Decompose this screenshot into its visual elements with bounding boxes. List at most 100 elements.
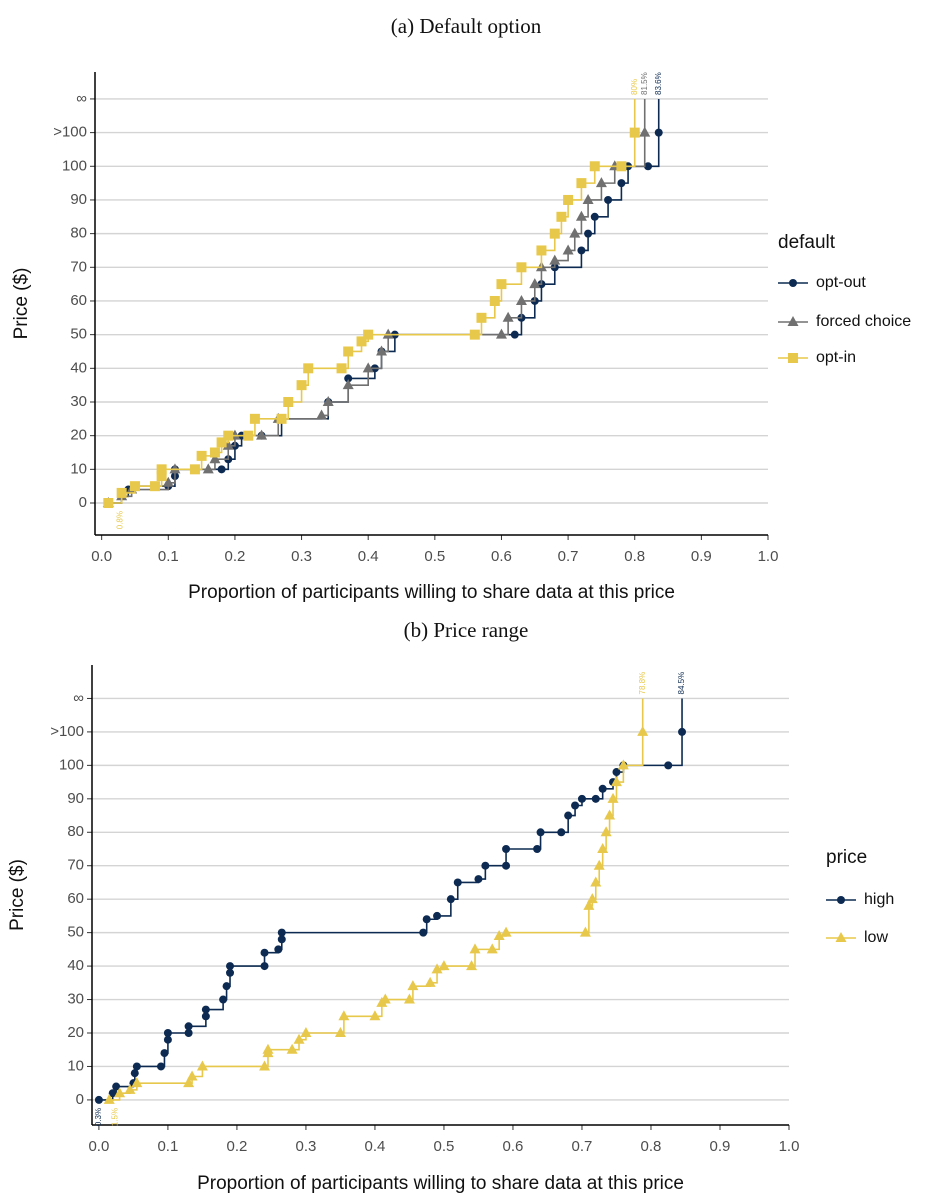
legend-title: price	[826, 847, 867, 868]
point	[160, 1049, 169, 1058]
point	[678, 727, 687, 736]
legend-marker	[835, 932, 847, 942]
start-label: 0.3%	[94, 1108, 103, 1126]
point	[616, 161, 627, 172]
point	[639, 126, 651, 137]
x-tick-label: 0.9	[691, 548, 712, 565]
point	[590, 876, 602, 887]
point	[114, 1087, 126, 1098]
point	[564, 811, 573, 820]
x-tick-label: 0.5	[434, 1138, 455, 1155]
point	[438, 960, 450, 971]
point	[590, 212, 599, 221]
x-tick-label: 0.9	[710, 1138, 731, 1155]
y-tick-label: 20	[67, 1024, 84, 1041]
point	[610, 776, 622, 787]
point	[156, 464, 167, 475]
point	[446, 895, 455, 904]
point	[536, 828, 545, 837]
point	[277, 935, 286, 944]
point	[571, 801, 580, 810]
point	[579, 926, 591, 937]
y-tick-label: 90	[70, 191, 87, 208]
point	[486, 943, 498, 954]
y-axis-title: Price ($)	[11, 268, 32, 340]
x-axis-title: Proportion of participants willing to sh…	[188, 582, 675, 603]
point	[644, 162, 653, 171]
legend-label: forced choice	[816, 313, 911, 330]
point	[363, 329, 374, 340]
point	[202, 463, 214, 474]
start-label: 1.5%	[110, 1108, 119, 1126]
y-tick-label: 100	[59, 756, 84, 773]
point	[249, 413, 260, 424]
point	[201, 1005, 210, 1014]
point	[243, 430, 254, 441]
point	[502, 861, 511, 870]
y-tick-label: 60	[67, 890, 84, 907]
y-tick-label: >100	[50, 723, 84, 740]
point	[130, 1069, 139, 1078]
point	[422, 915, 431, 924]
point	[342, 379, 354, 390]
point	[466, 960, 478, 971]
point	[216, 437, 227, 448]
point	[502, 311, 514, 322]
y-tick-label: 70	[70, 258, 87, 275]
x-tick-label: 0.3	[296, 1138, 317, 1155]
y-tick-label: 10	[67, 1057, 84, 1074]
y-tick-label: ∞	[76, 90, 87, 107]
point	[419, 928, 428, 937]
legend-label: opt-in	[816, 349, 856, 366]
point	[108, 1089, 117, 1098]
point	[382, 328, 394, 339]
y-tick-label: 50	[67, 924, 84, 941]
point	[600, 826, 612, 837]
y-tick-label: 100	[62, 157, 87, 174]
point	[260, 962, 269, 971]
point	[629, 127, 640, 138]
point	[474, 875, 483, 884]
point	[496, 279, 507, 290]
y-tick-label: 30	[70, 393, 87, 410]
point	[612, 768, 621, 777]
point	[184, 1029, 193, 1037]
end-label: 80%	[630, 79, 639, 95]
point	[533, 845, 542, 853]
point	[557, 828, 566, 837]
point	[303, 363, 314, 374]
point	[591, 794, 600, 803]
point	[637, 725, 649, 736]
y-tick-label: ∞	[73, 689, 84, 706]
point	[186, 1070, 198, 1081]
point	[260, 948, 269, 957]
point	[582, 193, 594, 204]
x-tick-label: 0.2	[225, 548, 246, 565]
panel-title: (a) Default option	[391, 14, 542, 38]
point	[502, 845, 511, 853]
point	[593, 859, 605, 870]
legend-label: low	[864, 929, 888, 946]
y-tick-label: 90	[67, 790, 84, 807]
end-label: 81.5%	[640, 72, 649, 95]
point	[569, 227, 581, 238]
y-tick-label: 80	[70, 225, 87, 242]
y-tick-label: 80	[67, 823, 84, 840]
x-tick-label: 0.4	[358, 548, 379, 565]
point	[222, 982, 231, 991]
point	[654, 128, 663, 137]
point	[529, 278, 541, 289]
point	[163, 1035, 172, 1044]
point	[575, 210, 587, 221]
point	[112, 1082, 121, 1091]
point	[617, 759, 629, 770]
y-tick-label: 50	[70, 326, 87, 343]
x-tick-label: 0.7	[558, 548, 579, 565]
point	[598, 784, 607, 793]
point	[362, 362, 374, 373]
point	[226, 968, 235, 977]
legend-title: default	[778, 232, 836, 253]
point	[495, 328, 507, 339]
point	[334, 1027, 346, 1037]
point	[209, 453, 221, 464]
